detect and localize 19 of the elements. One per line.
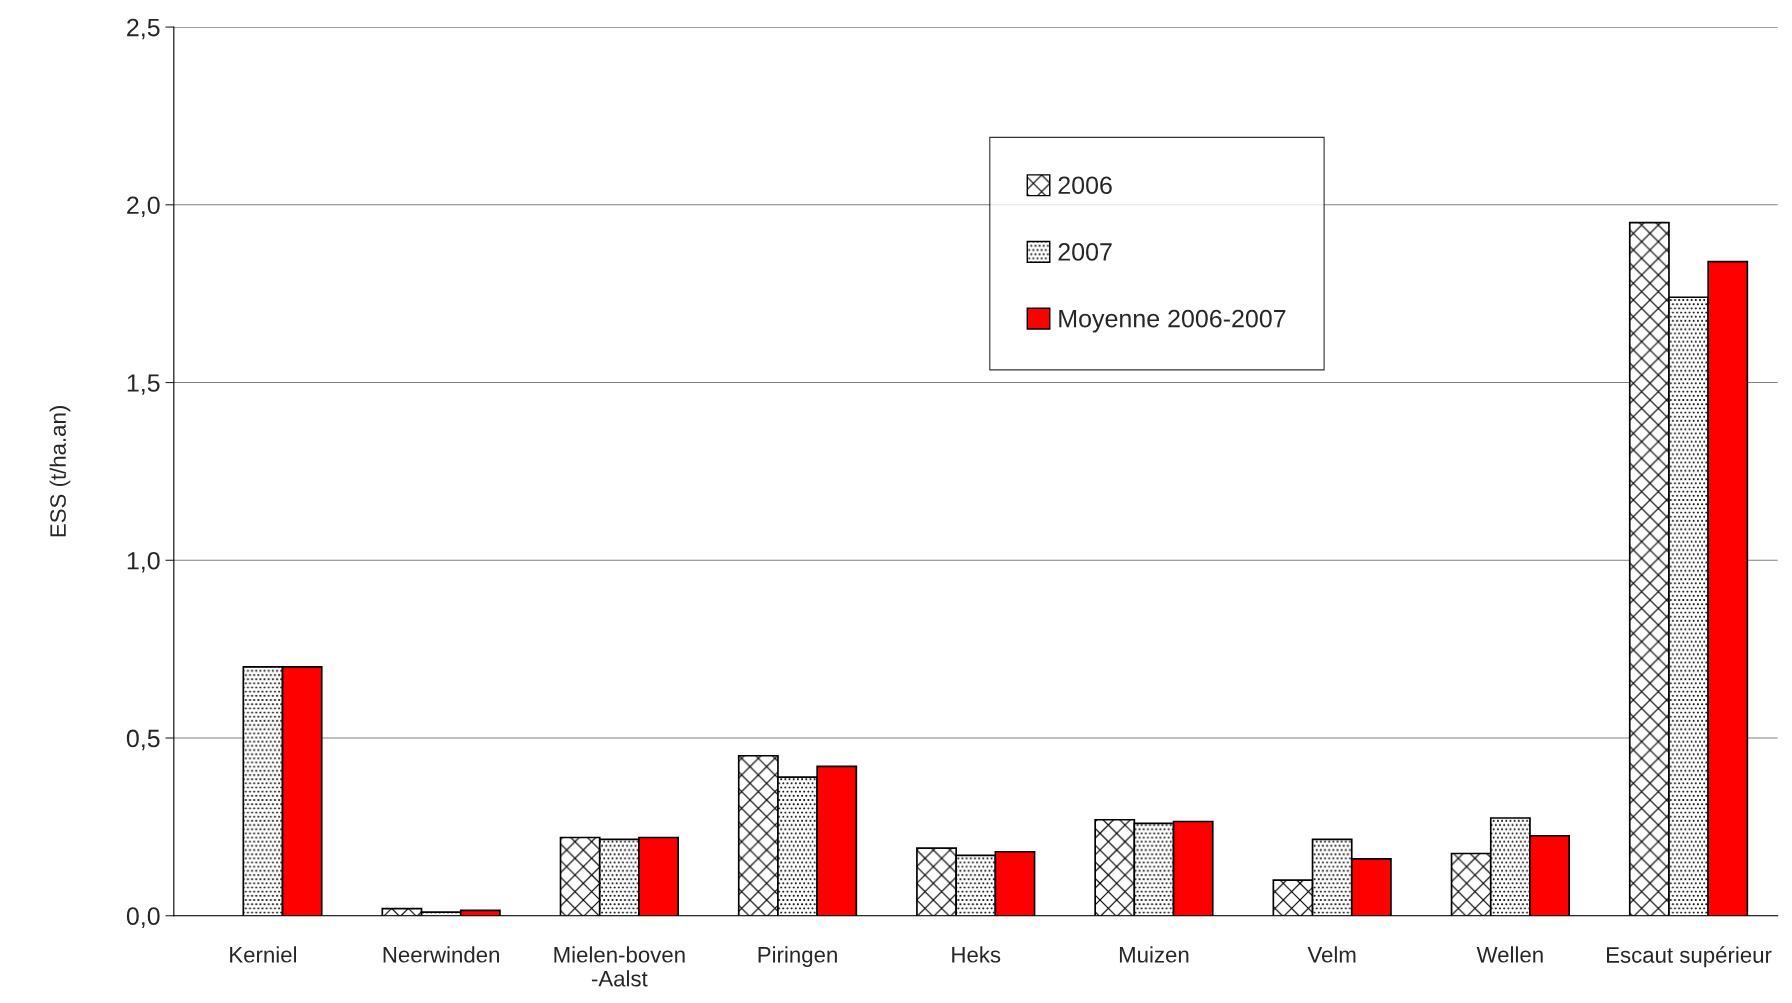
x-tick-label: Piringen bbox=[758, 946, 837, 968]
y-tick-label: 0,5 bbox=[126, 729, 160, 751]
legend-label: Moyenne 2006-2007 bbox=[1059, 309, 1286, 333]
y-tick-label: 2,0 bbox=[127, 196, 160, 218]
y-tick-label: 1,0 bbox=[127, 551, 160, 573]
legend-label: 2006 bbox=[1058, 176, 1112, 195]
x-tick-label: Muizen bbox=[1119, 946, 1189, 963]
x-tick-label: Neerwinden bbox=[383, 946, 499, 963]
x-tick-label: Velm bbox=[1307, 946, 1356, 963]
x-tick-label: Kerniel bbox=[230, 946, 297, 963]
x-tick-label: Escaut supérieur bbox=[1607, 946, 1772, 968]
x-tick-label: Heks bbox=[952, 946, 1001, 963]
y-tick-label: 0,0 bbox=[126, 907, 160, 928]
y-axis-title: ESS (t/ha.an) bbox=[49, 406, 71, 537]
y-tick-label: 2,5 bbox=[127, 18, 160, 40]
y-tick-label: 1,5 bbox=[127, 374, 160, 395]
x-tick-label: Mielen-boven -Aalst bbox=[554, 946, 685, 987]
x-tick-label: Wellen bbox=[1476, 946, 1543, 963]
legend-label: 2007 bbox=[1058, 243, 1112, 261]
